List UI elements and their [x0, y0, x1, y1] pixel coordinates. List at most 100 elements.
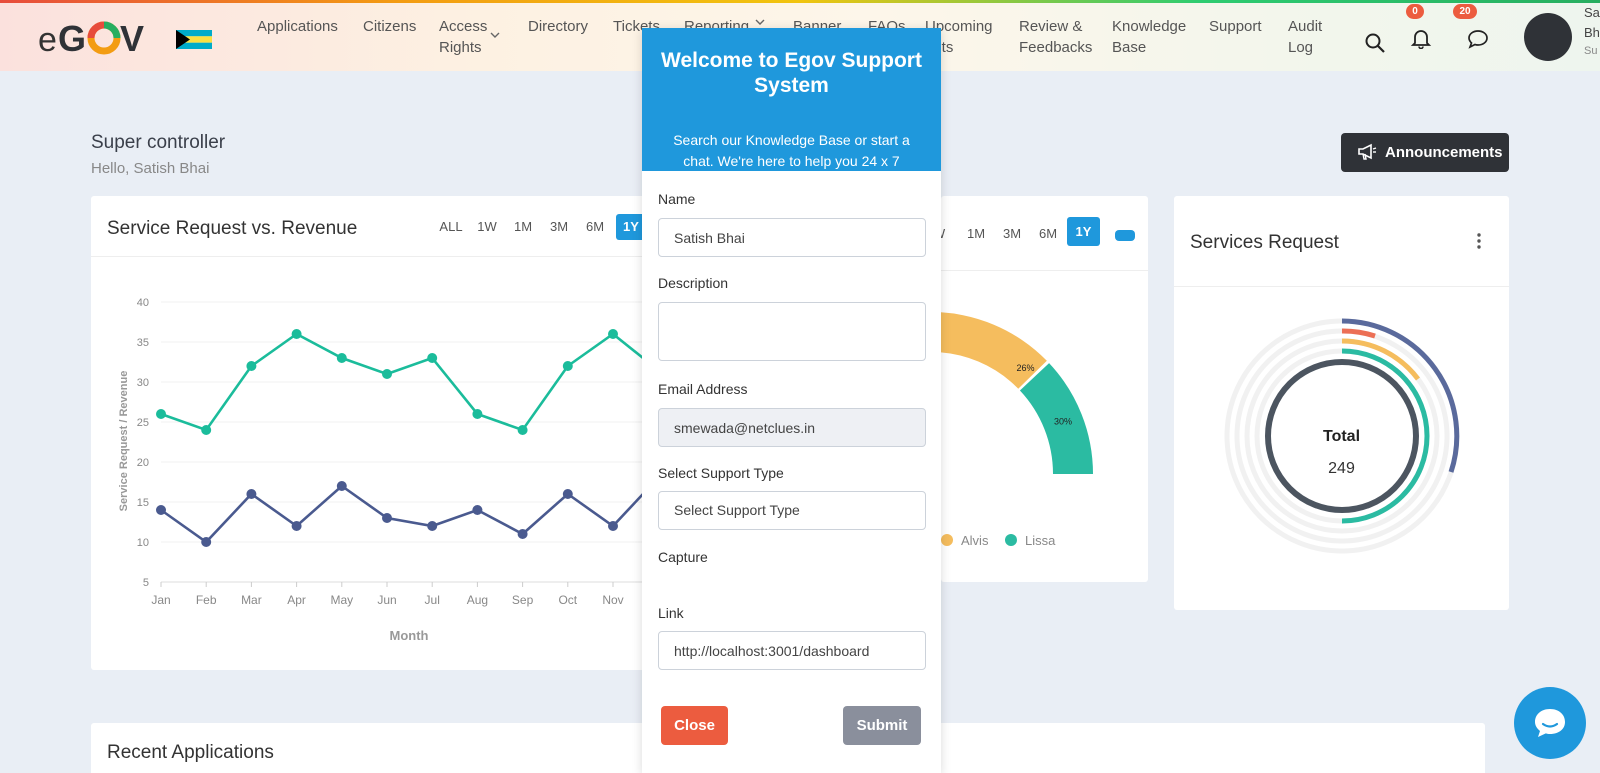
description-label: Description — [658, 275, 729, 291]
data-point — [246, 361, 257, 371]
total-value: 249 — [1328, 460, 1355, 477]
data-point — [562, 361, 573, 371]
legend-swatch-alvis — [941, 534, 953, 546]
y-tick-label: 20 — [137, 457, 149, 469]
avatar[interactable] — [1524, 13, 1572, 61]
nav-access-rights[interactable]: Access Rights — [439, 18, 488, 56]
service-revenue-card: Service Request vs. Revenue ALL 1W 1M 3M… — [91, 196, 651, 670]
range-1y-button[interactable]: 1Y — [616, 214, 646, 240]
chat-bubble-icon[interactable] — [1467, 28, 1489, 50]
range-1m-button[interactable]: 1M — [966, 226, 986, 241]
data-point — [562, 489, 573, 499]
radial-bar-chart — [1224, 318, 1460, 554]
svg-text:e: e — [38, 21, 57, 57]
email-field[interactable] — [658, 408, 926, 447]
chevron-down-icon — [490, 32, 500, 38]
range-1m-button[interactable]: 1M — [513, 219, 533, 234]
description-field[interactable] — [658, 302, 926, 361]
nav-knowledge-base[interactable]: Knowledge Base — [1112, 18, 1187, 56]
submit-button[interactable]: Submit — [843, 706, 921, 745]
top-color-bar — [0, 0, 1600, 3]
modal-description: Search our Knowledge Base or start a cha… — [673, 132, 910, 169]
announcements-label: Announcements — [1385, 144, 1503, 161]
data-point — [472, 409, 483, 419]
card-divider — [1174, 286, 1509, 287]
legend-label-alvis: Alvis — [961, 533, 989, 548]
range-3m-button[interactable]: 3M — [549, 219, 569, 234]
data-point — [472, 505, 483, 515]
svg-text:V: V — [120, 18, 144, 57]
x-tick-label: Aug — [467, 593, 488, 607]
name-field[interactable] — [658, 218, 926, 257]
search-icon[interactable] — [1364, 32, 1386, 54]
data-point — [156, 505, 166, 515]
link-label: Link — [658, 605, 684, 621]
data-point — [517, 529, 528, 539]
menu-toggle-button[interactable] — [1115, 230, 1135, 241]
nav-directory[interactable]: Directory — [528, 18, 589, 35]
pie-label: 30% — [1054, 417, 1072, 427]
series-line — [160, 332, 644, 432]
legend-label-lissa: Lissa — [1025, 533, 1056, 548]
support-type-label: Select Support Type — [658, 465, 784, 481]
capture-label: Capture — [658, 549, 708, 565]
range-3m-button[interactable]: 3M — [1002, 226, 1022, 241]
data-point — [608, 329, 618, 339]
range-6m-button[interactable]: 6M — [585, 219, 605, 234]
series-line — [160, 484, 644, 544]
pie-slice-lissa — [1019, 363, 1093, 474]
range-1y-button[interactable]: 1Y — [1067, 217, 1100, 246]
data-point — [336, 353, 347, 363]
nav-audit-log[interactable]: Audit Log — [1288, 18, 1323, 56]
x-tick-label: Jul — [425, 593, 440, 607]
pie-chart: 26% 30% — [941, 312, 1093, 474]
y-tick-label: 10 — [137, 537, 149, 549]
link-field[interactable] — [658, 631, 926, 670]
range-1w-button[interactable]: 1W — [477, 219, 497, 234]
page-title: Super controller — [91, 132, 226, 153]
nav-review-feedbacks[interactable]: Review & Feedbacks — [1019, 18, 1093, 56]
egov-logo[interactable]: e G V — [38, 17, 160, 57]
support-modal: Welcome to Egov Support System Search ou… — [642, 28, 941, 773]
chat-icon — [1535, 709, 1565, 737]
y-tick-label: 5 — [143, 577, 149, 589]
megaphone-icon — [1358, 143, 1377, 160]
modal-header: Welcome to Egov Support System Search ou… — [642, 28, 941, 171]
nav-support[interactable]: Support — [1209, 18, 1262, 35]
x-tick-label: Oct — [558, 593, 577, 607]
announcements-button[interactable]: Announcements — [1341, 133, 1509, 172]
data-point — [201, 425, 212, 435]
nav-citizens[interactable]: Citizens — [363, 18, 417, 35]
distribution-card: W 1M 3M 6M 1Y 26%30% Alvis Lissa — [933, 196, 1148, 582]
close-button[interactable]: Close — [661, 706, 728, 745]
name-label: Name — [658, 191, 696, 207]
legend-swatch-lissa — [1005, 534, 1017, 546]
y-axis-label: Service Request / Revenue — [118, 371, 130, 512]
chat-launcher-button[interactable] — [1514, 687, 1586, 759]
card-divider — [91, 256, 651, 257]
y-tick-label: 30 — [137, 377, 149, 389]
bell-icon[interactable] — [1410, 27, 1432, 49]
notifications-badge: 0 — [1406, 4, 1424, 19]
line-chart: 5 10 15 20 25 30 35 40 Jan Feb Mar Apr May Jun Jul Aug S… — [118, 297, 651, 643]
more-vertical-icon[interactable] — [1476, 232, 1482, 250]
page-greeting: Hello, Satish Bhai — [91, 160, 210, 177]
modal-title: Welcome to Egov Support System — [661, 49, 922, 97]
support-type-select[interactable]: Select Support Type — [658, 491, 926, 530]
card-title: Service Request vs. Revenue — [107, 218, 358, 239]
data-point — [291, 329, 302, 339]
data-point — [336, 481, 347, 491]
services-request-card: Services Request Total 249 — [1174, 196, 1509, 610]
chevron-down-icon — [755, 19, 765, 25]
range-6m-button[interactable]: 6M — [1038, 226, 1058, 241]
x-tick-label: Nov — [602, 593, 623, 607]
nav-applications[interactable]: Applications — [257, 18, 338, 35]
y-tick-label: 15 — [137, 497, 149, 509]
pie-slice-alvis — [941, 312, 1047, 389]
email-label: Email Address — [658, 381, 748, 397]
card-divider — [941, 270, 1148, 271]
range-all-button[interactable]: ALL — [439, 219, 463, 234]
user-name: Sa Bh — [1584, 5, 1600, 40]
card-title: Services Request — [1190, 232, 1339, 253]
data-point — [201, 537, 212, 547]
